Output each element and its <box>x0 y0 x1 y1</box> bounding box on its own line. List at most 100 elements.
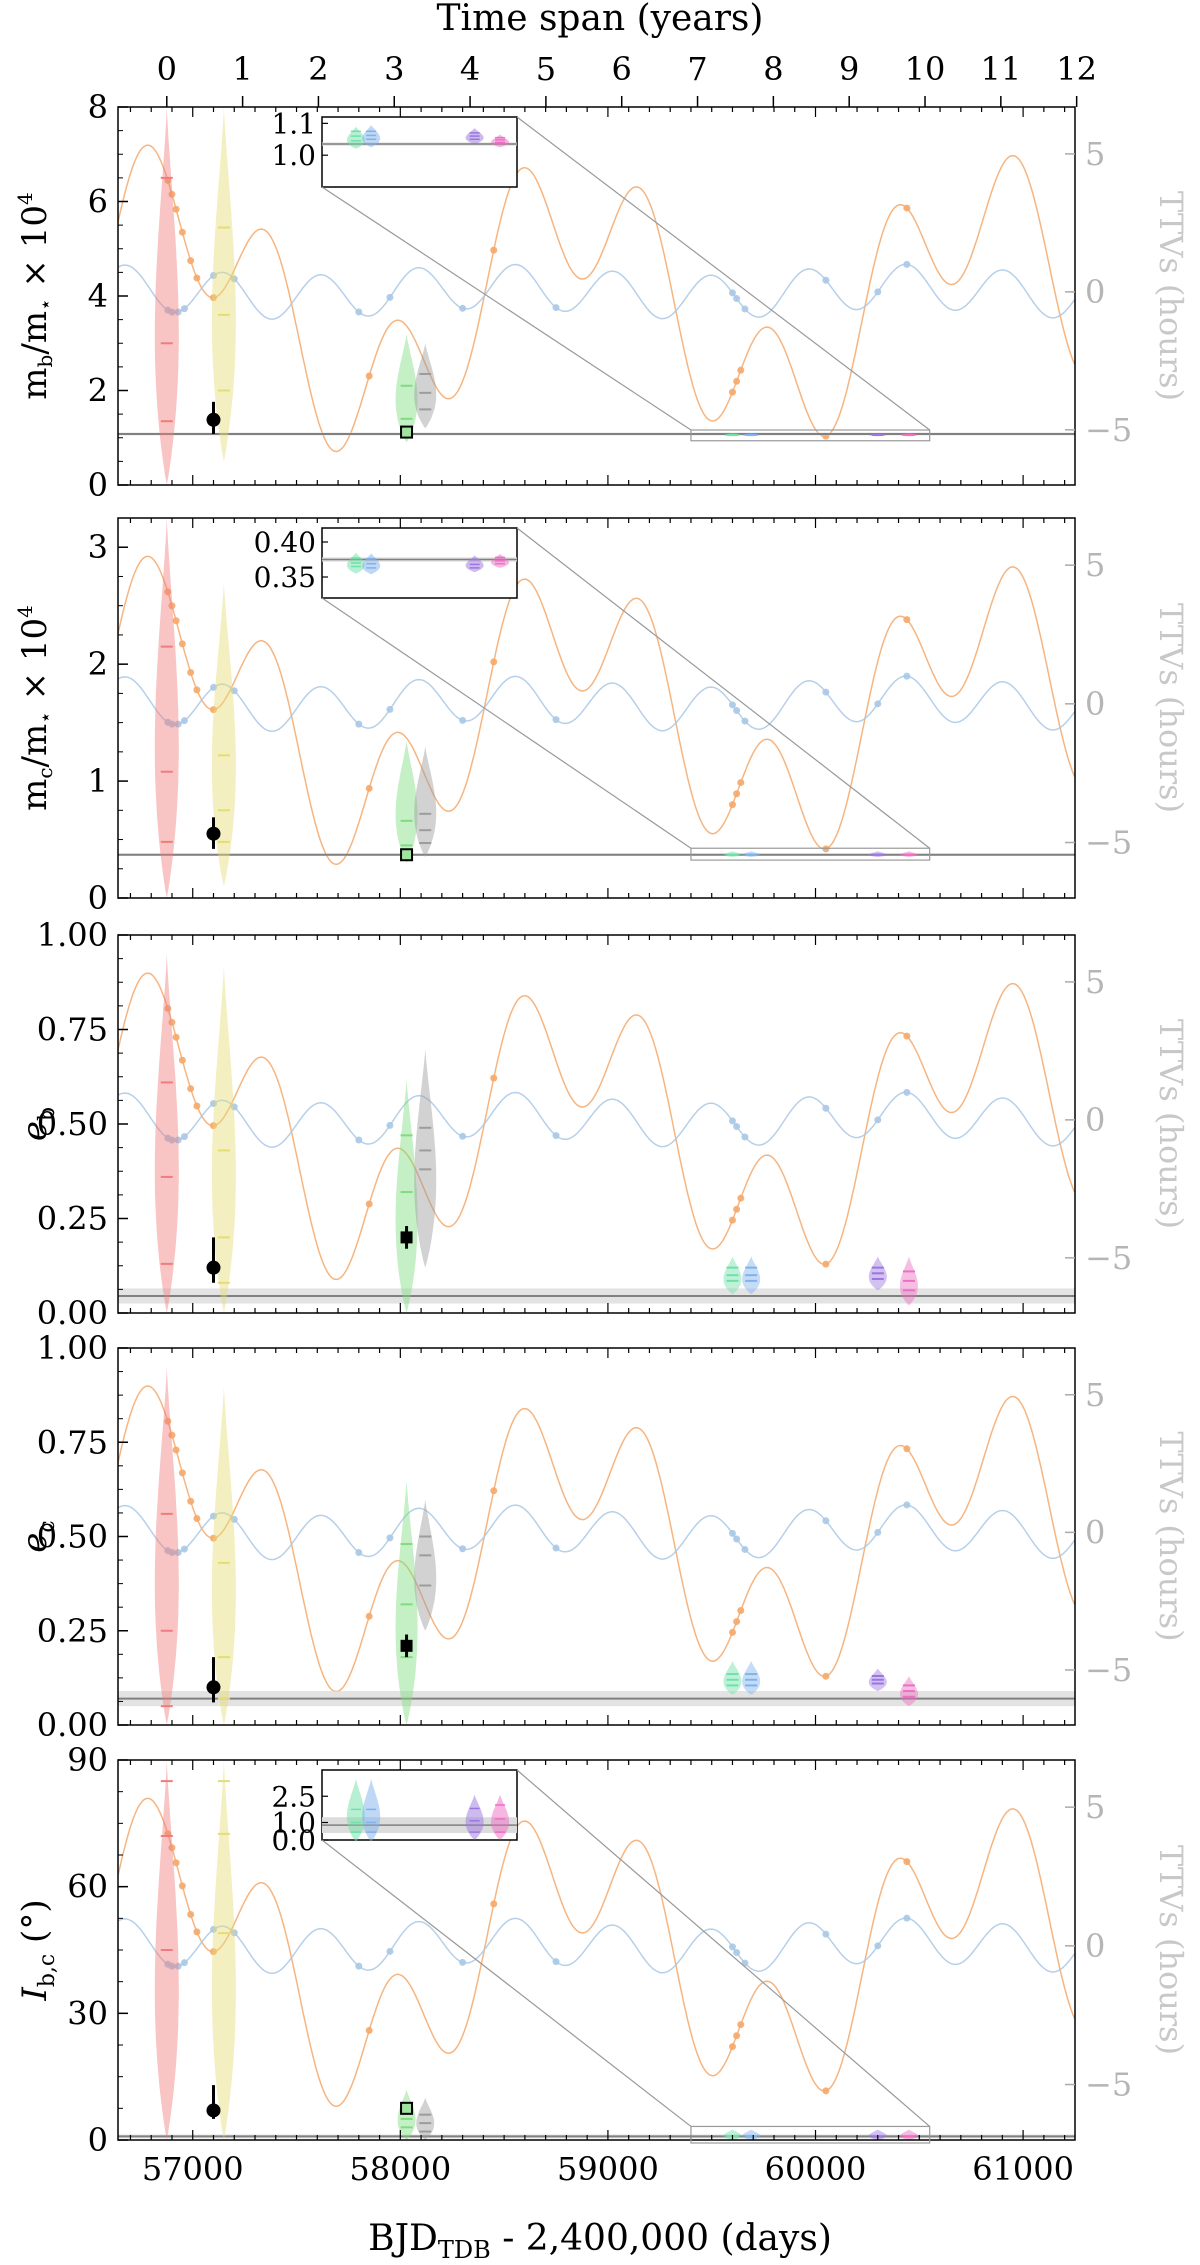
ttv-point-b <box>737 2021 745 2029</box>
ylabel-exp: 4 <box>13 192 37 205</box>
ttv-point-b <box>822 1260 830 1268</box>
ttv-point-b <box>733 1205 741 1213</box>
ylabel-slash: / <box>15 343 55 355</box>
y-tick-label: 0.75 <box>37 1011 108 1049</box>
x-tick-label: 59000 <box>557 2150 659 2188</box>
ttv-point-b <box>193 686 201 694</box>
ttv-point-b <box>168 1431 176 1439</box>
ttv-point-b <box>490 1487 498 1495</box>
inset-y-tick-label: 1.0 <box>271 1807 316 1840</box>
ylabel-main: e <box>15 1533 55 1553</box>
ttv-curve-c <box>118 675 1075 733</box>
bottom-axis: 57000 58000 59000 60000 61000 <box>142 2150 1074 2188</box>
ttv-tick-label: 5 <box>1085 1376 1105 1414</box>
ttv-point-c <box>728 289 736 297</box>
ttv-point-b <box>490 1900 498 1908</box>
violin-4 <box>414 746 437 858</box>
y-tick-label: 90 <box>67 1741 108 1779</box>
data-point <box>206 1680 221 1695</box>
ttv-point-c <box>874 700 882 708</box>
ylabel-num: m <box>15 779 55 811</box>
panel-frame <box>117 517 1076 899</box>
zoom-connector <box>321 186 692 431</box>
ttv-point-c <box>230 1515 238 1523</box>
zoom-box <box>690 429 931 442</box>
ttv-point-b <box>728 1628 736 1636</box>
ttv-point-b <box>903 204 911 212</box>
ttv-point-b <box>733 377 741 385</box>
y-tick-label: 0.50 <box>37 1518 108 1556</box>
inset: 2.51.00.0 <box>271 1769 518 1857</box>
violin-2 <box>211 1760 236 2140</box>
inset-frame <box>321 116 518 188</box>
data-point <box>400 848 414 862</box>
plot-area <box>118 518 1075 898</box>
ttv-curve-b <box>118 144 1075 453</box>
ttv-point-c <box>174 1136 182 1144</box>
ylabel-exp: 4 <box>13 605 37 618</box>
ttv-tick-label: 0 <box>1085 273 1105 311</box>
ttv-point-b <box>822 845 830 853</box>
top-axis-label: Time span (years) <box>437 0 764 39</box>
ttv-point-c <box>209 1925 217 1933</box>
ttv-point-b <box>178 1469 186 1477</box>
ttv-point-c <box>874 1942 882 1950</box>
zoom-box <box>690 2125 931 2144</box>
ttv-point-c <box>355 1962 363 1970</box>
ttv-point-c <box>355 1136 363 1144</box>
ttv-point-b <box>903 616 911 624</box>
ttv-point-c <box>180 1545 188 1553</box>
ttv-point-c <box>728 1943 736 1951</box>
ttv-point-c <box>386 1947 394 1955</box>
panel-frame <box>117 1759 1076 2141</box>
ttv-point-b <box>903 1858 911 1866</box>
top-tick-label: 12 <box>1056 50 1097 88</box>
ttv-point-c <box>355 1548 363 1556</box>
ttv-point-c <box>459 1545 467 1553</box>
violin-5 <box>723 1660 742 1695</box>
top-tick-label: 2 <box>308 50 328 88</box>
y-tick-label: 0.25 <box>37 1200 108 1238</box>
ttv-point-c <box>903 260 911 268</box>
ttv-point-c <box>230 275 238 283</box>
y-tick-label: 30 <box>67 1994 108 2032</box>
ylabel-num-sub: b <box>33 355 57 368</box>
violin-2 <box>211 107 236 462</box>
ttv-point-c <box>168 720 176 728</box>
ttv-point-c <box>733 1949 741 1957</box>
ttv-point-c <box>209 1512 217 1520</box>
violin-1 <box>154 518 179 898</box>
ttv-point-b <box>187 1497 195 1505</box>
ttv-point-b <box>187 668 195 676</box>
inset-y-tick-label: 1.0 <box>271 139 316 172</box>
ttv-point-c <box>180 1133 188 1141</box>
ylabel-main: I <box>15 1987 55 2002</box>
ttv-point-b <box>178 228 186 236</box>
ttv-point-b <box>490 246 498 254</box>
ttv-tick-label: −5 <box>1085 411 1132 449</box>
top-tick-label: 8 <box>763 50 783 88</box>
ttv-point-c <box>903 1501 911 1509</box>
violin-3 <box>395 1078 418 1313</box>
ttv-point-b <box>168 1844 176 1852</box>
ttv-point-c <box>209 683 217 691</box>
top-axis: 0 1 2 3 4 5 6 7 8 9 10 11 12 <box>157 50 1097 107</box>
inset-violin-1 <box>346 126 365 149</box>
ttv-point-b <box>168 1018 176 1026</box>
ttv-point-c <box>728 701 736 709</box>
ttv-point-c <box>386 1121 394 1129</box>
y-tick-label: 0 <box>88 466 108 504</box>
ttv-tick-label: 5 <box>1085 546 1105 584</box>
y-tick-label: 4 <box>88 277 108 315</box>
ttv-point-c <box>386 1534 394 1542</box>
ttv-curve-c <box>118 1917 1075 1975</box>
bottom-label-sub: TDB <box>438 2236 491 2264</box>
y-axis-label: ec <box>15 1520 60 1552</box>
top-tick-label: 0 <box>157 50 177 88</box>
ttv-point-c <box>459 304 467 312</box>
ttv-tick-label: −5 <box>1085 1239 1132 1277</box>
inset-y-tick-label: 2.5 <box>271 1780 316 1813</box>
violin-1 <box>154 107 179 485</box>
ttv-point-c <box>874 288 882 296</box>
